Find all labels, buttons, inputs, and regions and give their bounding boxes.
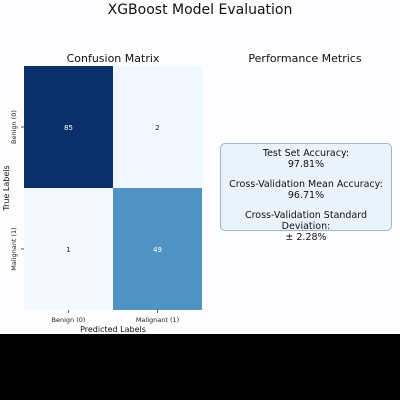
metric-cv-std-deviation: Cross-Validation Standard Deviation: ± 2… — [221, 210, 391, 243]
heatmap-cell — [24, 66, 113, 188]
heatmap-cell — [24, 188, 113, 310]
bottom-black-band — [0, 334, 400, 400]
metrics-box: Test Set Accuracy: 97.81% Cross-Validati… — [220, 143, 392, 243]
cell-value-label: 49 — [153, 246, 162, 254]
cell-value-label: 2 — [155, 124, 159, 132]
metric-label: Cross-Validation Standard Deviation: — [244, 210, 368, 232]
y-tick-label: Malignant (1) — [10, 227, 18, 270]
heatmap-cell — [113, 188, 202, 310]
metric-value: 96.71% — [287, 190, 325, 201]
x-axis-label: Predicted Labels — [80, 325, 146, 334]
performance-metrics-title: Performance Metrics — [248, 52, 362, 65]
metric-label: Test Set Accuracy: — [262, 148, 350, 159]
confusion-matrix-title: Confusion Matrix — [66, 52, 160, 65]
metric-value: ± 2.28% — [285, 232, 327, 243]
x-tick-label: Malignant (1) — [136, 316, 179, 324]
y-tick-label: Benign (0) — [10, 110, 18, 144]
figure-title: XGBoost Model Evaluation — [107, 2, 293, 18]
cell-value-label: 85 — [64, 124, 73, 132]
metric-label: Cross-Validation Mean Accuracy: — [229, 179, 383, 190]
metric-cv-mean-accuracy: Cross-Validation Mean Accuracy: 96.71% — [221, 179, 391, 201]
metric-test-accuracy: Test Set Accuracy: 97.81% — [221, 148, 391, 170]
confusion-matrix-chart: 85 2 1 49 Benign (0) Malignant (1) Benign (0) M… — [2, 66, 202, 334]
metric-value: 97.81% — [287, 159, 325, 170]
x-tick-label: Benign (0) — [52, 316, 86, 324]
cell-value-label: 1 — [66, 246, 70, 254]
y-axis-label: True Labels — [2, 165, 11, 211]
heatmap-cell — [113, 66, 202, 188]
